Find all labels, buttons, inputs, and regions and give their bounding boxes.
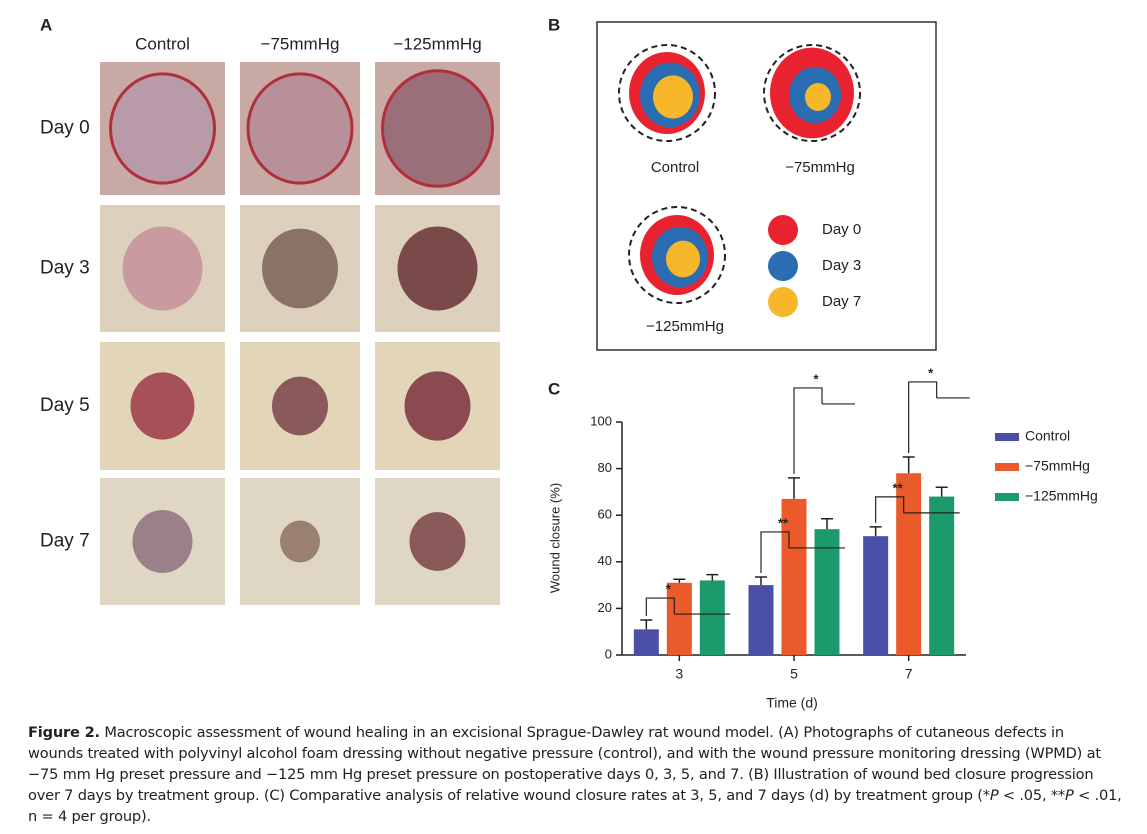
legend-label: Day 0 [822, 221, 861, 238]
y-tick-label: 0 [605, 646, 612, 661]
y-tick-label: 80 [598, 460, 612, 475]
caption-text: P [989, 787, 999, 804]
wound-area [653, 75, 693, 119]
wound [272, 376, 328, 436]
wound [246, 72, 354, 185]
error-bar [673, 578, 686, 583]
caption-text: P [1065, 787, 1074, 804]
error-bar [902, 456, 915, 474]
column-header: −125mmHg [393, 34, 481, 53]
legend-label: −75mmHg [1025, 458, 1090, 474]
x-axis-label: Time (d) [766, 695, 818, 711]
x-tick-label: 7 [905, 666, 913, 682]
wound [130, 372, 195, 440]
significance: * [813, 371, 819, 386]
bracket [908, 381, 970, 453]
wound [404, 371, 471, 441]
legend-label: −125mmHg [1025, 488, 1098, 504]
panel-letter: B [548, 15, 560, 34]
panel-b-frame [596, 21, 937, 351]
significance: * [666, 581, 672, 596]
wound [381, 69, 494, 188]
legend-swatch [995, 493, 1019, 501]
group-label: Control [651, 159, 699, 176]
column-header: Control [135, 34, 190, 53]
bar [748, 585, 774, 655]
x-tick-label: 3 [675, 666, 683, 682]
x-tick-label: 5 [790, 666, 798, 682]
bracket [793, 387, 855, 474]
bracket [760, 531, 845, 573]
bar [929, 496, 955, 655]
error-bar [640, 619, 653, 630]
error-bar [821, 517, 833, 530]
bar [896, 473, 922, 655]
error-bar [788, 477, 800, 499]
significance: * [928, 365, 934, 380]
y-tick-label: 100 [590, 413, 612, 428]
legend-dot [768, 251, 798, 281]
bar [699, 580, 725, 655]
error-bar [706, 573, 719, 581]
legend-swatch [995, 433, 1019, 441]
caption-text: < .05, ** [998, 787, 1066, 804]
wound [397, 226, 478, 311]
legend-label: Control [1025, 428, 1070, 444]
error-bar [935, 486, 948, 497]
y-tick-label: 60 [598, 507, 612, 522]
outline [618, 44, 716, 142]
row-label: Day 3 [40, 258, 90, 279]
caption-text: Macroscopic assessment of wound healing … [28, 724, 1101, 804]
caption: Figure 2. Macroscopic assessment of woun… [28, 722, 1123, 827]
caption-label: Figure 2. [28, 724, 100, 741]
wound [280, 520, 320, 563]
panel-letter: A [40, 15, 52, 34]
caption-text: < .01, n = 4 per group). [28, 787, 1122, 825]
y-tick-label: 40 [598, 553, 612, 568]
wound [122, 226, 203, 311]
significance: ** [893, 480, 904, 495]
bar [863, 536, 889, 655]
legend-label: Day 3 [822, 257, 861, 274]
wound [132, 510, 193, 573]
wound-area [805, 82, 831, 112]
legend-dot [768, 287, 798, 317]
wound-area [666, 240, 700, 278]
row-label: Day 7 [40, 531, 90, 552]
wound [109, 72, 216, 185]
legend-swatch [995, 463, 1019, 471]
row-label: Day 5 [40, 395, 90, 416]
error-bar [755, 576, 767, 586]
wound [262, 228, 338, 309]
outline [763, 44, 861, 142]
figure: A Control −75mmHg −125mmHg Day 0 Day 3 Day 5 Da… [40, 15, 1098, 711]
legend-label: Day 7 [822, 293, 861, 310]
legend-dot [768, 215, 798, 245]
y-axis-label: Wound closure (%) [547, 483, 562, 593]
column-header: −75mmHg [261, 34, 340, 53]
bracket [875, 496, 960, 523]
bracket [645, 597, 731, 617]
bar [781, 498, 807, 655]
bar [633, 629, 659, 655]
bar [814, 529, 840, 655]
y-tick-label: 20 [598, 600, 612, 615]
error-bar [869, 526, 882, 537]
bar [666, 582, 692, 655]
wound [409, 512, 466, 571]
group-label: −125mmHg [646, 318, 724, 335]
significance: ** [778, 515, 789, 530]
group-label: −75mmHg [785, 159, 855, 176]
outline [628, 206, 726, 304]
row-label: Day 0 [40, 118, 90, 139]
panel-letter: C [548, 379, 560, 398]
